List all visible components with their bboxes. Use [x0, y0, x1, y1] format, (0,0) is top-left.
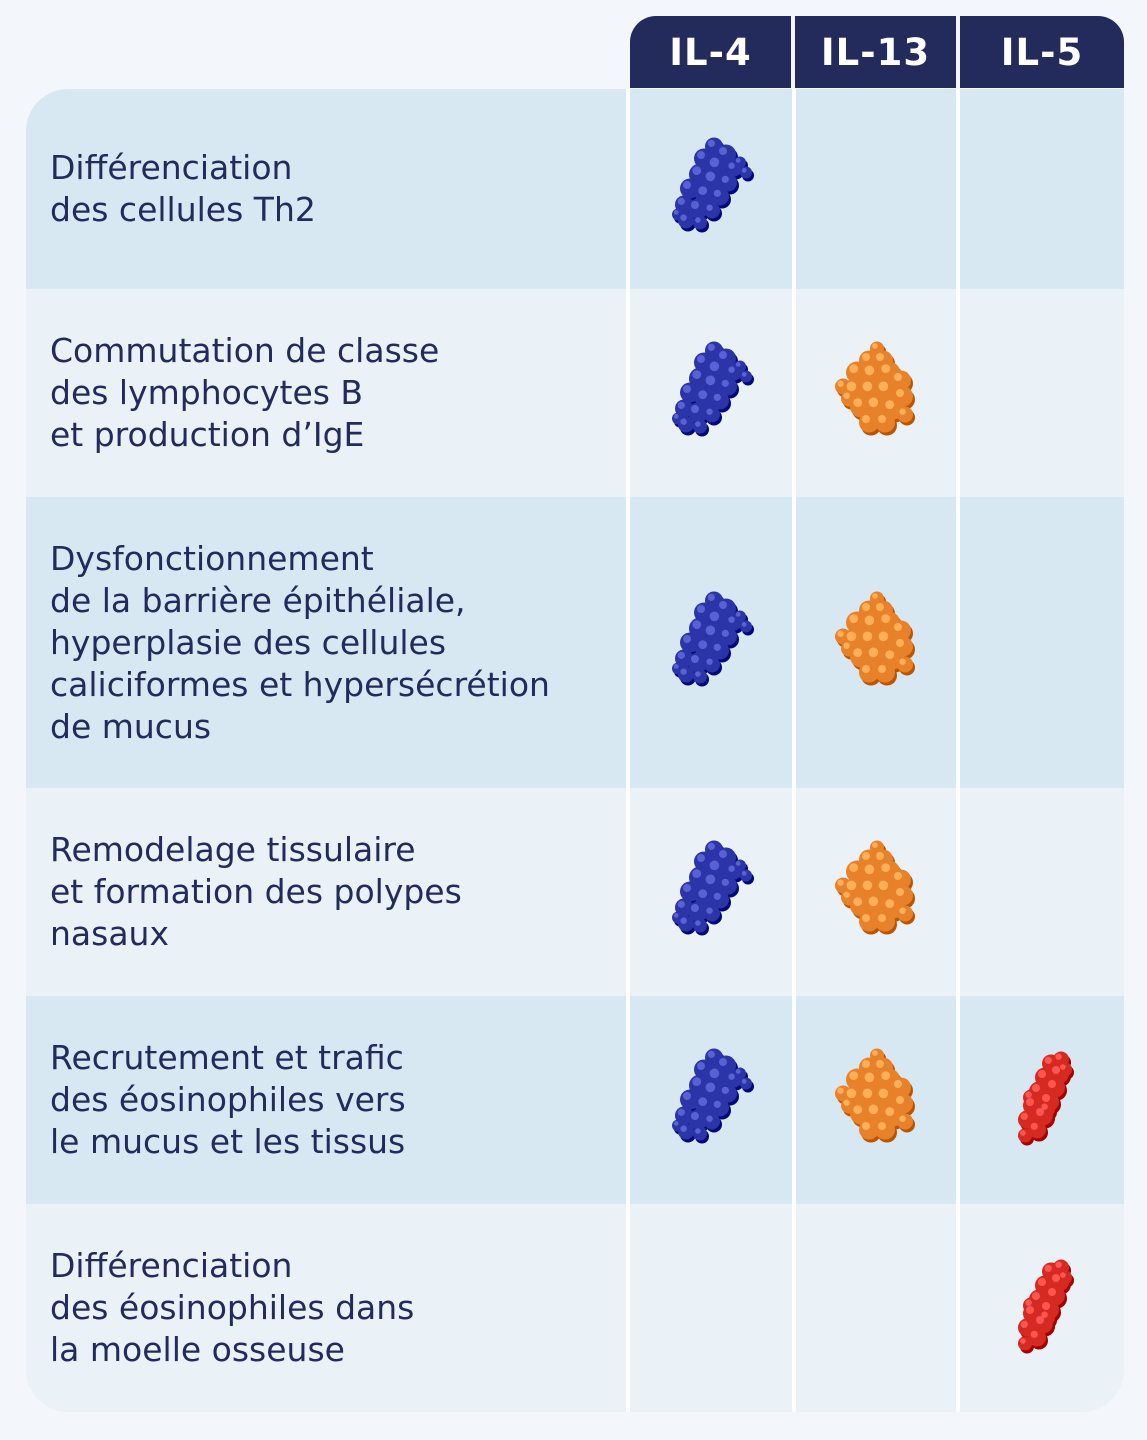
- row-label: Remodelage tissulaire et formation des p…: [50, 830, 462, 953]
- row-label: Différenciation des cellules Th2: [50, 148, 316, 229]
- column-header-il5: IL-5: [960, 16, 1124, 88]
- il4-molecule-icon: [656, 135, 766, 244]
- table-row-th2-differentiation: Différenciation des cellules Th2: [26, 89, 1124, 289]
- matrix-cell-il4: [630, 289, 792, 497]
- matrix-cell-il4: [630, 497, 792, 788]
- il13-molecule-icon: [821, 339, 931, 448]
- table-row-epithelial-barrier: Dysfonctionnement de la barrière épithél…: [26, 497, 1124, 788]
- column-divider: [956, 89, 960, 1412]
- il13-molecule-icon: [821, 1046, 931, 1155]
- row-label: Recrutement et trafic des éosinophiles v…: [50, 1038, 406, 1161]
- matrix-cell-il4: [630, 996, 792, 1204]
- row-label: Différenciation des éosinophiles dans la…: [50, 1246, 415, 1369]
- il13-molecule-icon: [821, 838, 931, 947]
- matrix-cell-il5: [960, 1204, 1124, 1412]
- il5-molecule-icon: [987, 1254, 1097, 1363]
- il4-molecule-icon: [656, 1046, 766, 1155]
- matrix-cell-il5: [960, 996, 1124, 1204]
- matrix-cell-il13: [796, 497, 956, 788]
- column-header-il13: IL-13: [795, 16, 956, 88]
- table-row-eosinophil-differentiation: Différenciation des éosinophiles dans la…: [26, 1204, 1124, 1412]
- table-row-b-cell-class-switch: Commutation de classe des lymphocytes B …: [26, 289, 1124, 497]
- matrix-cell-il13: [796, 996, 956, 1204]
- matrix-cell-il13: [796, 788, 956, 996]
- table-row-eosinophil-recruitment: Recrutement et trafic des éosinophiles v…: [26, 996, 1124, 1204]
- column-divider: [626, 89, 630, 1412]
- il4-molecule-icon: [656, 838, 766, 947]
- il5-molecule-icon: [987, 1046, 1097, 1155]
- il13-molecule-icon: [821, 588, 931, 697]
- table-row-tissue-remodeling: Remodelage tissulaire et formation des p…: [26, 788, 1124, 996]
- il4-molecule-icon: [656, 588, 766, 697]
- cytokine-function-table: Différenciation des cellules Th2 Commuta…: [26, 89, 1124, 1412]
- column-divider: [792, 89, 796, 1412]
- matrix-cell-il4: [630, 788, 792, 996]
- matrix-cell-il4: [630, 89, 792, 289]
- row-label: Dysfonctionnement de la barrière épithél…: [50, 538, 550, 746]
- row-label: Commutation de classe des lymphocytes B …: [50, 331, 440, 454]
- matrix-cell-il13: [796, 289, 956, 497]
- il4-molecule-icon: [656, 339, 766, 448]
- column-header-il4: IL-4: [630, 16, 791, 88]
